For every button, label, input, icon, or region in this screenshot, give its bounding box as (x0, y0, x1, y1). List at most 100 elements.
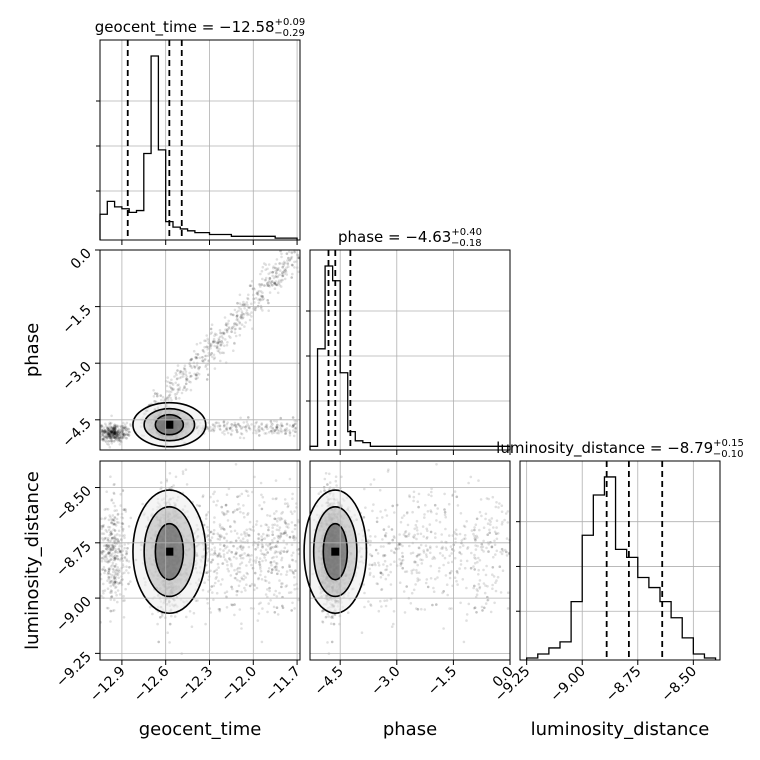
sample-point (283, 277, 287, 281)
sample-point (254, 523, 258, 526)
sample-point (211, 427, 214, 431)
sample-point (175, 392, 179, 396)
sample-point (99, 427, 103, 431)
sample-point (260, 507, 264, 511)
sample-point (281, 265, 285, 269)
sample-point (286, 259, 289, 262)
sample-point (239, 316, 243, 319)
sample-point (123, 534, 126, 537)
sample-point (105, 436, 109, 440)
sample-point (117, 576, 120, 580)
sample-point (283, 261, 287, 265)
sample-point (250, 563, 253, 567)
sample-point (416, 563, 420, 567)
sample-point (261, 495, 265, 499)
sample-point (222, 420, 225, 424)
sample-point (214, 421, 218, 425)
sample-point (274, 550, 277, 553)
sample-point (185, 483, 189, 486)
sample-point (255, 586, 259, 590)
sample-point (189, 364, 193, 368)
sample-point (166, 376, 169, 379)
sample-point (218, 424, 222, 428)
sample-point (234, 425, 238, 429)
sample-point (266, 267, 269, 271)
sample-point (119, 436, 122, 440)
sample-point (230, 423, 233, 426)
sample-point (240, 622, 243, 625)
sample-point (229, 427, 232, 430)
sample-point (273, 282, 277, 285)
sample-point (259, 569, 263, 573)
sample-point (183, 386, 186, 390)
sample-point (234, 334, 238, 338)
sample-point (205, 513, 208, 516)
sample-point (291, 429, 295, 432)
sample-point (154, 400, 158, 404)
sample-point (218, 552, 221, 555)
sample-point (113, 428, 117, 431)
sample-point (184, 370, 188, 373)
sample-point (267, 301, 270, 305)
sample-point (238, 322, 242, 325)
sample-point (505, 554, 509, 557)
sample-point (112, 570, 115, 574)
sample-point (109, 620, 112, 623)
sample-point (111, 435, 115, 438)
sample-point (115, 431, 118, 434)
sample-point (274, 275, 278, 278)
sample-point (109, 430, 113, 434)
sample-point (227, 557, 231, 560)
sample-point (192, 361, 196, 365)
sample-point (116, 424, 119, 428)
sample-point (363, 487, 366, 491)
sample-point (267, 570, 270, 573)
sample-point (235, 428, 238, 432)
sample-point (109, 425, 112, 429)
sample-point (124, 432, 128, 436)
sample-point (102, 426, 106, 430)
sample-point (108, 435, 111, 439)
sample-point (291, 492, 294, 496)
sample-point (291, 416, 295, 419)
sample-point (239, 432, 243, 435)
sample-point (206, 602, 209, 605)
sample-point (256, 619, 260, 622)
sample-point (229, 525, 232, 528)
sample-point (102, 438, 106, 441)
sample-point (240, 303, 243, 307)
sample-point (106, 507, 110, 511)
sample-point (151, 612, 154, 616)
sample-point (201, 349, 205, 352)
sample-point (209, 353, 213, 357)
sample-point (244, 534, 247, 538)
sample-point (240, 317, 243, 320)
sample-point (280, 278, 283, 282)
sample-point (106, 426, 109, 430)
sample-point (262, 501, 266, 504)
sample-point (159, 616, 162, 619)
sample-point (284, 585, 288, 588)
sample-point (368, 567, 371, 571)
sample-point (225, 426, 228, 429)
sample-point (107, 575, 111, 579)
sample-point (211, 340, 215, 344)
sample-point (240, 314, 244, 317)
sample-point (102, 433, 105, 436)
sample-point (111, 514, 115, 517)
sample-point (183, 364, 187, 368)
sample-point (101, 433, 104, 437)
sample-point (222, 331, 225, 334)
sample-point (117, 434, 120, 437)
sample-point (201, 359, 204, 363)
sample-point (249, 284, 253, 288)
sample-point (267, 528, 270, 532)
sample-point (190, 357, 194, 361)
sample-point (273, 281, 277, 285)
sample-point (271, 271, 275, 274)
sample-point (113, 551, 117, 554)
sample-point (281, 278, 285, 282)
sample-point (326, 612, 330, 616)
sample-point (253, 308, 257, 312)
sample-point (108, 552, 111, 555)
